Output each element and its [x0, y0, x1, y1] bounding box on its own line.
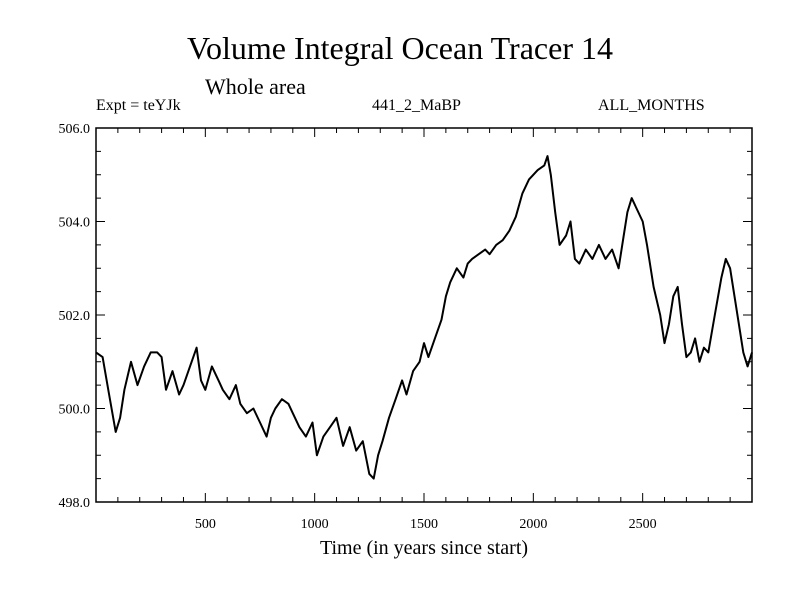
chart-title: Volume Integral Ocean Tracer 14: [187, 30, 613, 66]
chart-subtitle: Whole area: [205, 74, 306, 99]
y-tick-label: 504.0: [59, 216, 91, 231]
run-label: 441_2_MaBP: [372, 97, 461, 114]
y-tick-label: 500.0: [59, 403, 91, 418]
y-tick-label: 498.0: [59, 496, 91, 511]
months-label: ALL_MONTHS: [598, 97, 705, 114]
x-tick-label: 500: [195, 517, 216, 532]
tick-marks: [96, 128, 752, 502]
y-tick-label: 502.0: [59, 309, 91, 324]
series-line: [95, 155, 753, 480]
x-tick-label: 1500: [410, 517, 438, 532]
tick-labels: 500 1000 1500 2000 2500 498.0 500.0 502.0 504.0 5…: [59, 122, 657, 532]
x-tick-label: 1000: [301, 517, 329, 532]
x-tick-label: 2500: [629, 517, 657, 532]
x-tick-label: 2000: [519, 517, 547, 532]
plot-frame: [95, 127, 753, 503]
y-tick-label: 506.0: [59, 122, 91, 137]
x-axis-label: Time (in years since start): [320, 537, 528, 559]
experiment-label: Expt = teYJk: [96, 97, 181, 114]
